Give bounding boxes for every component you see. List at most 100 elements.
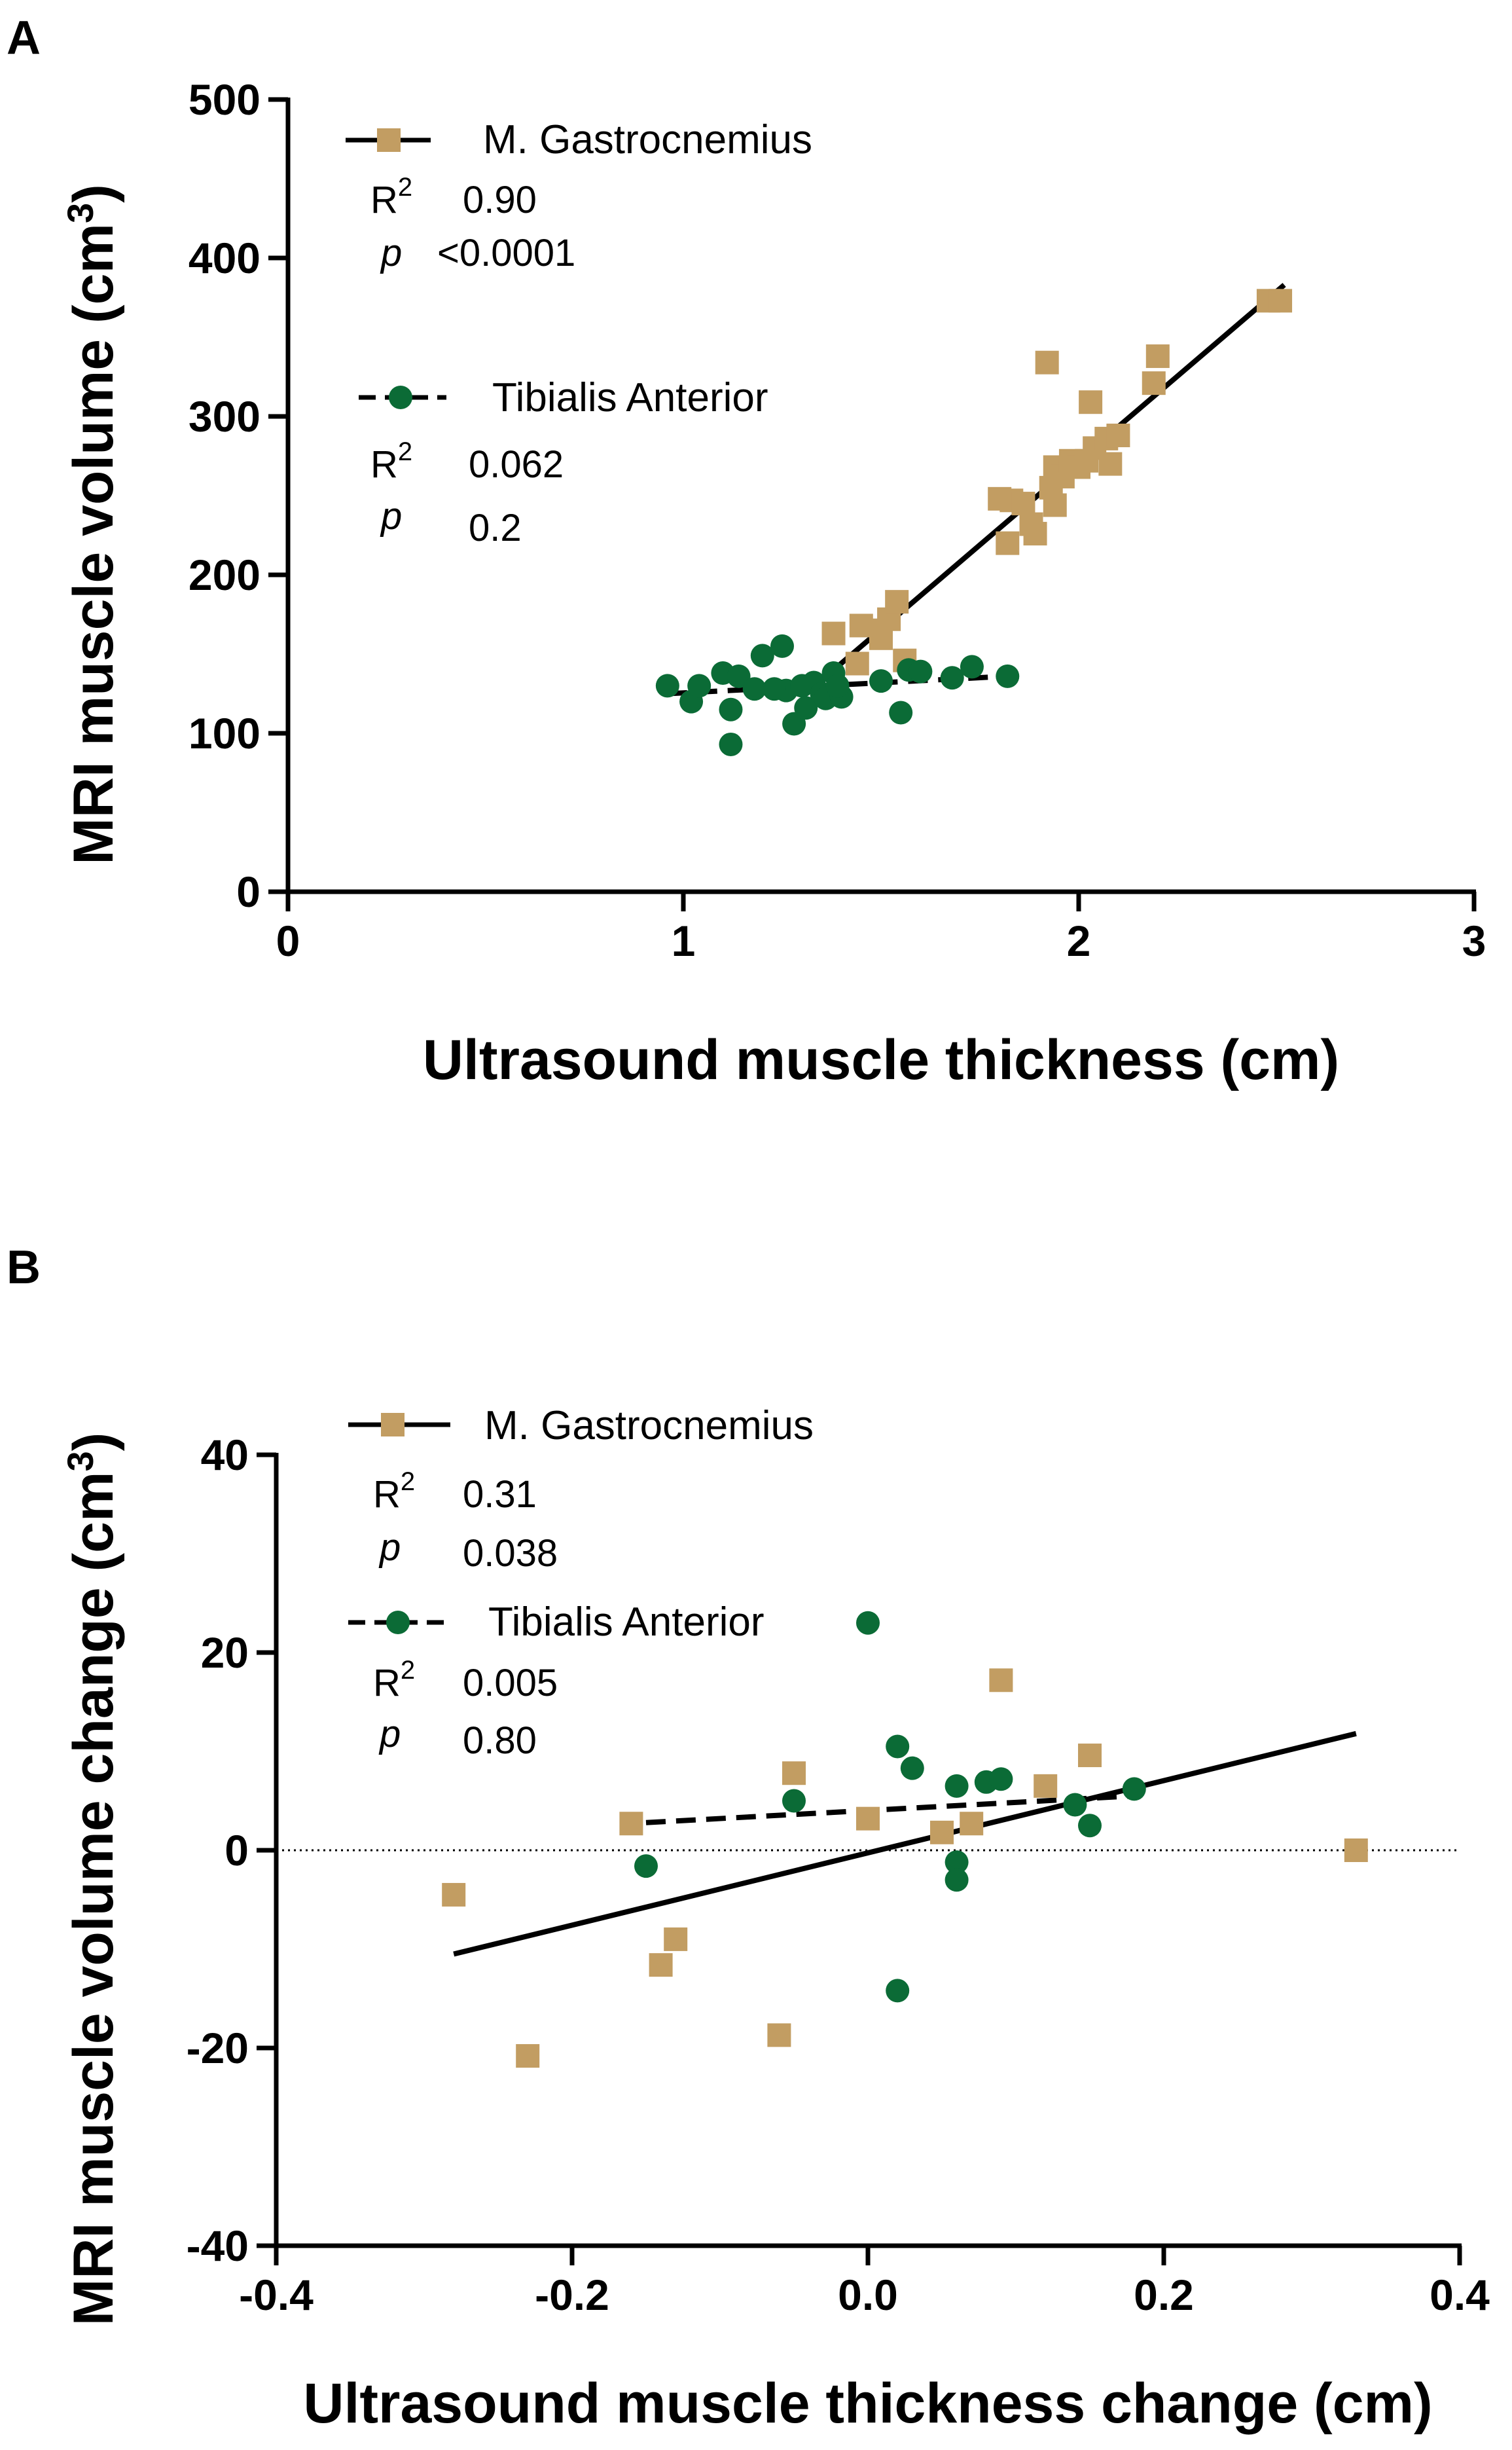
x-tick-label: 0.2: [1134, 2271, 1194, 2319]
point-tibialis-anterior: [1078, 1814, 1102, 1838]
legend-a-tib-p-value: 0.2: [469, 507, 522, 549]
legend-b-gastro-r2-value: 0.31: [463, 1473, 537, 1516]
y-tick-label: 20: [201, 1628, 249, 1677]
point-m-gastrocnemius: [1269, 289, 1293, 313]
x-tick-label: 1: [672, 917, 696, 965]
panel-b: B -40 -20 0 20 40 -0.4 -0.2 0.0 0.2 0.4 Ultrasou…: [7, 1241, 1490, 2435]
panel-b-data-points: [442, 1611, 1368, 2068]
point-m-gastrocnemius: [1034, 1774, 1058, 1798]
point-m-gastrocnemius: [649, 1953, 673, 1977]
y-tick-label: 500: [189, 75, 261, 124]
point-tibialis-anterior: [886, 1734, 910, 1759]
point-m-gastrocnemius: [845, 651, 869, 676]
legend-b-tib-p-label: p: [378, 1713, 401, 1755]
point-m-gastrocnemius: [767, 2023, 791, 2047]
legend-b-tib-p-value: 0.80: [463, 1719, 537, 1762]
legend-a-tib-label: Tibialis Anterior: [492, 375, 768, 420]
point-m-gastrocnemius: [1078, 1744, 1102, 1768]
y-tick-label: 0: [225, 1826, 249, 1874]
point-tibialis-anterior: [1122, 1777, 1146, 1801]
point-tibialis-anterior: [655, 674, 679, 698]
point-tibialis-anterior: [719, 732, 743, 756]
legend-b-tib-r2-label: R2: [373, 1656, 415, 1704]
legend-a-tib-r2-label: R2: [370, 437, 412, 486]
y-tick-label: 200: [189, 551, 261, 599]
point-m-gastrocnemius: [516, 2044, 540, 2068]
point-tibialis-anterior: [940, 666, 964, 690]
panel-letter-a: A: [7, 12, 41, 64]
point-m-gastrocnemius: [1098, 452, 1123, 476]
legend-a-tib-marker: [389, 386, 412, 409]
point-tibialis-anterior: [945, 1868, 969, 1892]
legend-a-gastro-marker: [377, 128, 401, 152]
panel-b-fit-lines: [453, 1730, 1357, 1957]
legend-b-gastro-p-label: p: [378, 1526, 401, 1569]
point-tibialis-anterior: [889, 701, 913, 725]
point-m-gastrocnemius: [664, 1927, 688, 1951]
panel-a-data-points: [655, 289, 1293, 756]
x-tick-label: 2: [1067, 917, 1091, 965]
y-tick-label: 400: [189, 234, 261, 282]
legend-a-gastro-p-value: <0.0001: [437, 232, 575, 274]
panel-b-y-axis-title-main: MRI muscle volume change (cm: [62, 1472, 125, 2326]
point-m-gastrocnemius: [989, 1668, 1013, 1692]
panel-a-fit-lines: [667, 283, 1286, 697]
legend-b-tib-r2-value: 0.005: [463, 1662, 558, 1704]
point-m-gastrocnemius: [996, 531, 1020, 555]
panel-a-y-ticks: 0 100 200 300 400 500: [189, 75, 288, 916]
point-m-gastrocnemius: [869, 626, 893, 650]
legend-b-tib-marker: [386, 1611, 410, 1634]
point-tibialis-anterior: [989, 1767, 1013, 1791]
point-tibialis-anterior: [909, 659, 933, 684]
point-m-gastrocnemius: [856, 1806, 880, 1831]
legend-b-gastro-r2-label: R2: [373, 1467, 415, 1516]
legend-b-tib-label: Tibialis Anterior: [488, 1600, 765, 1645]
fit-line-tibialis-anterior: [645, 1793, 1135, 1825]
point-tibialis-anterior: [794, 696, 818, 720]
legend-a-gastro-label: M. Gastrocnemius: [483, 117, 812, 162]
point-tibialis-anterior: [727, 664, 751, 688]
point-tibialis-anterior: [1063, 1793, 1087, 1817]
point-tibialis-anterior: [996, 664, 1020, 688]
point-m-gastrocnemius: [885, 590, 909, 614]
legend-a-gastro-r2-label: R2: [370, 173, 412, 221]
x-tick-label: -0.2: [535, 2271, 609, 2319]
panel-a-y-axis-title: MRI muscle volume (cm3): [60, 184, 125, 865]
point-m-gastrocnemius: [1145, 344, 1170, 369]
point-tibialis-anterior: [687, 674, 711, 698]
point-m-gastrocnemius: [442, 1882, 466, 1907]
x-tick-label: 0.0: [838, 2271, 898, 2319]
legend-a-tib-r2-value: 0.062: [469, 443, 564, 486]
panel-b-y-axis-title-superscript: 3: [60, 1451, 101, 1471]
point-tibialis-anterior: [869, 669, 893, 693]
point-m-gastrocnemius: [782, 1761, 806, 1785]
y-tick-label: -40: [187, 2221, 249, 2270]
panel-a-y-axis-title-main: MRI muscle volume (cm: [62, 223, 125, 865]
panel-a-x-axis-title: Ultrasound muscle thickness (cm): [423, 1029, 1339, 1091]
point-tibialis-anterior: [782, 1789, 806, 1813]
point-tibialis-anterior: [960, 655, 984, 679]
x-tick-label: 0: [276, 917, 300, 965]
panel-a-x-ticks: 0 1 2 3: [276, 892, 1486, 965]
y-tick-label: 0: [236, 868, 261, 916]
point-m-gastrocnemius: [1035, 350, 1059, 375]
point-m-gastrocnemius: [1023, 522, 1047, 546]
legend-a-gastro-p-label: p: [380, 232, 402, 274]
point-m-gastrocnemius: [619, 1812, 643, 1836]
panel-b-y-ticks: -40 -20 0 20 40: [187, 1431, 276, 2270]
point-tibialis-anterior: [825, 674, 850, 698]
point-tibialis-anterior: [719, 697, 743, 722]
point-tibialis-anterior: [750, 644, 774, 668]
panel-b-y-axis-title-end: ): [62, 1433, 125, 1452]
panel-a-axes: [285, 98, 1476, 894]
point-m-gastrocnemius: [849, 613, 873, 638]
point-m-gastrocnemius: [1011, 492, 1035, 516]
point-tibialis-anterior: [945, 1850, 969, 1874]
y-tick-label: 100: [189, 709, 261, 758]
panel-a-y-axis-title-superscript: 3: [60, 203, 101, 223]
legend-b-gastro-marker: [381, 1413, 405, 1436]
legend-b-gastro-label: M. Gastrocnemius: [484, 1403, 814, 1448]
panel-a-y-axis-title-end: ): [62, 184, 125, 203]
panel-a: A 0 100 200 300 400 500 0 1 2 3 Ultrasound muscl…: [7, 12, 1486, 1091]
